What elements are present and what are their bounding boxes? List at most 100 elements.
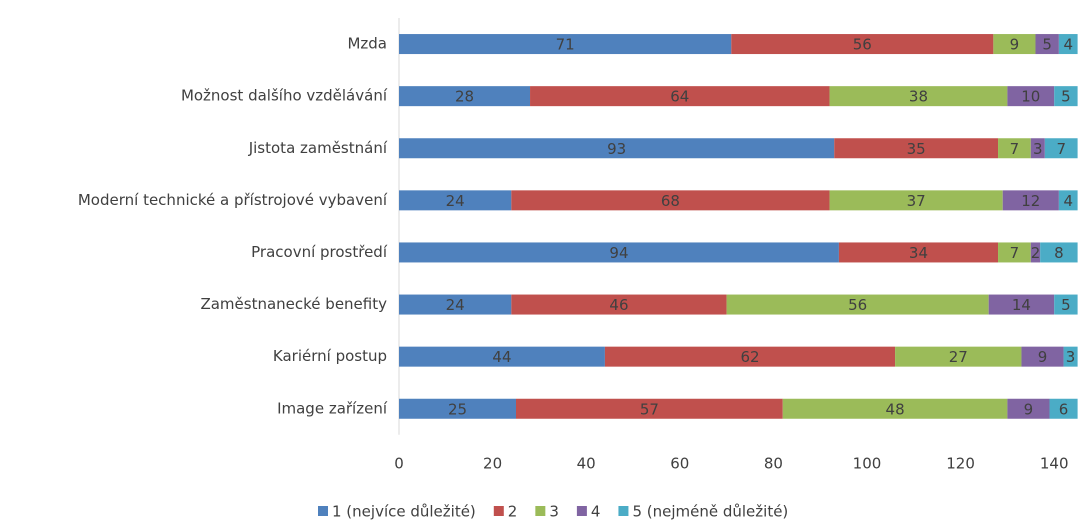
- x-tick-label: 40: [577, 455, 596, 473]
- legend-label: 4: [591, 503, 601, 521]
- y-tick-label: Pracovní prostředí: [251, 243, 388, 261]
- data-label: 71: [556, 36, 575, 54]
- data-label: 56: [853, 36, 872, 54]
- data-label: 2: [1031, 244, 1041, 262]
- legend-label: 3: [549, 503, 559, 521]
- x-tick-label: 120: [946, 455, 975, 473]
- data-label: 68: [661, 192, 680, 210]
- data-label: 3: [1066, 348, 1076, 366]
- x-tick-label: 0: [394, 455, 404, 473]
- data-label: 9: [1038, 348, 1048, 366]
- data-label: 7: [1056, 140, 1066, 158]
- legend-swatch: [576, 506, 587, 516]
- bar-segment: [399, 138, 835, 159]
- bar-segment: [998, 242, 1031, 263]
- bar-segment: [726, 294, 989, 315]
- x-tick-label: 20: [483, 455, 502, 473]
- data-label: 6: [1059, 400, 1069, 418]
- data-label: 8: [1054, 244, 1064, 262]
- data-label: 64: [670, 88, 689, 106]
- bar-segment: [511, 294, 727, 315]
- bar-segment: [895, 346, 1022, 367]
- bar-segment: [1035, 34, 1059, 55]
- data-label: 7: [1010, 244, 1020, 262]
- y-tick-label: Jistota zaměstnání: [248, 139, 388, 157]
- bar-segment: [1049, 398, 1078, 419]
- bar-segment: [1007, 86, 1055, 107]
- data-label: 5: [1061, 296, 1071, 314]
- data-label: 35: [907, 140, 926, 158]
- bar-segment: [399, 346, 605, 367]
- legend-label: 5 (nejméně důležité): [632, 503, 788, 521]
- bar-segment: [399, 242, 839, 263]
- bar-segment: [1030, 242, 1041, 263]
- bar-segment: [1044, 138, 1078, 159]
- x-tick-label: 140: [1040, 455, 1069, 473]
- data-label: 4: [1063, 192, 1073, 210]
- data-label: 57: [640, 400, 659, 418]
- y-tick-label: Moderní technické a přístrojové vybavení: [78, 191, 388, 209]
- bar-segment: [829, 86, 1008, 107]
- bar-segment: [511, 190, 830, 211]
- bar-segment: [516, 398, 783, 419]
- bar-segment: [1002, 190, 1059, 211]
- bar-segment: [1058, 34, 1078, 55]
- data-label: 34: [909, 244, 928, 262]
- data-label: 24: [446, 192, 465, 210]
- bar-segment: [782, 398, 1008, 419]
- bar-segment: [1054, 294, 1078, 315]
- data-label: 12: [1021, 192, 1040, 210]
- data-label: 5: [1042, 36, 1052, 54]
- x-tick-label: 100: [853, 455, 882, 473]
- bar-segment: [998, 138, 1031, 159]
- data-label: 14: [1012, 296, 1031, 314]
- data-label: 9: [1010, 36, 1020, 54]
- data-label: 94: [609, 244, 628, 262]
- y-tick-label: Image zařízení: [277, 399, 388, 417]
- bar-segment: [1054, 86, 1078, 107]
- bar-segment: [731, 34, 994, 55]
- data-label: 48: [886, 400, 905, 418]
- bar-segment: [530, 86, 830, 107]
- data-label: 25: [448, 400, 467, 418]
- y-tick-label: Možnost dalšího vzdělávání: [181, 87, 388, 105]
- y-tick-label: Mzda: [347, 35, 387, 53]
- bar-segment: [1058, 190, 1078, 211]
- data-label: 93: [607, 140, 626, 158]
- legend-swatch: [618, 506, 629, 516]
- data-label: 24: [446, 296, 465, 314]
- bar-segment: [399, 294, 512, 315]
- bar-segment: [993, 34, 1036, 55]
- data-label: 9: [1024, 400, 1034, 418]
- x-tick-label: 60: [670, 455, 689, 473]
- data-label: 7: [1010, 140, 1020, 158]
- y-tick-label: Zaměstnanecké benefity: [200, 295, 387, 313]
- bar-segment: [1021, 346, 1064, 367]
- bar-segment: [834, 138, 999, 159]
- bar-segment: [838, 242, 999, 263]
- y-tick-label: Kariérní postup: [273, 347, 387, 365]
- data-label: 37: [907, 192, 926, 210]
- legend-label: 1 (nejvíce důležité): [332, 503, 476, 521]
- bar-segment: [1040, 242, 1078, 263]
- data-label: 46: [609, 296, 628, 314]
- bar-segment: [399, 398, 516, 419]
- data-label: 27: [949, 348, 968, 366]
- data-label: 28: [455, 88, 474, 106]
- legend-label: 2: [508, 503, 518, 521]
- bar-segment: [399, 190, 512, 211]
- bar-segment: [1063, 346, 1078, 367]
- bar-segment: [399, 34, 732, 55]
- bar-segment: [988, 294, 1055, 315]
- x-tick-label: 80: [764, 455, 783, 473]
- data-label: 5: [1061, 88, 1071, 106]
- legend-swatch: [493, 506, 504, 516]
- bar-segment: [1007, 398, 1050, 419]
- bar-segment: [1030, 138, 1045, 159]
- data-label: 10: [1021, 88, 1040, 106]
- data-label: 56: [848, 296, 867, 314]
- bar-segment: [399, 86, 531, 107]
- bar-segment: [604, 346, 896, 367]
- data-label: 4: [1063, 36, 1073, 54]
